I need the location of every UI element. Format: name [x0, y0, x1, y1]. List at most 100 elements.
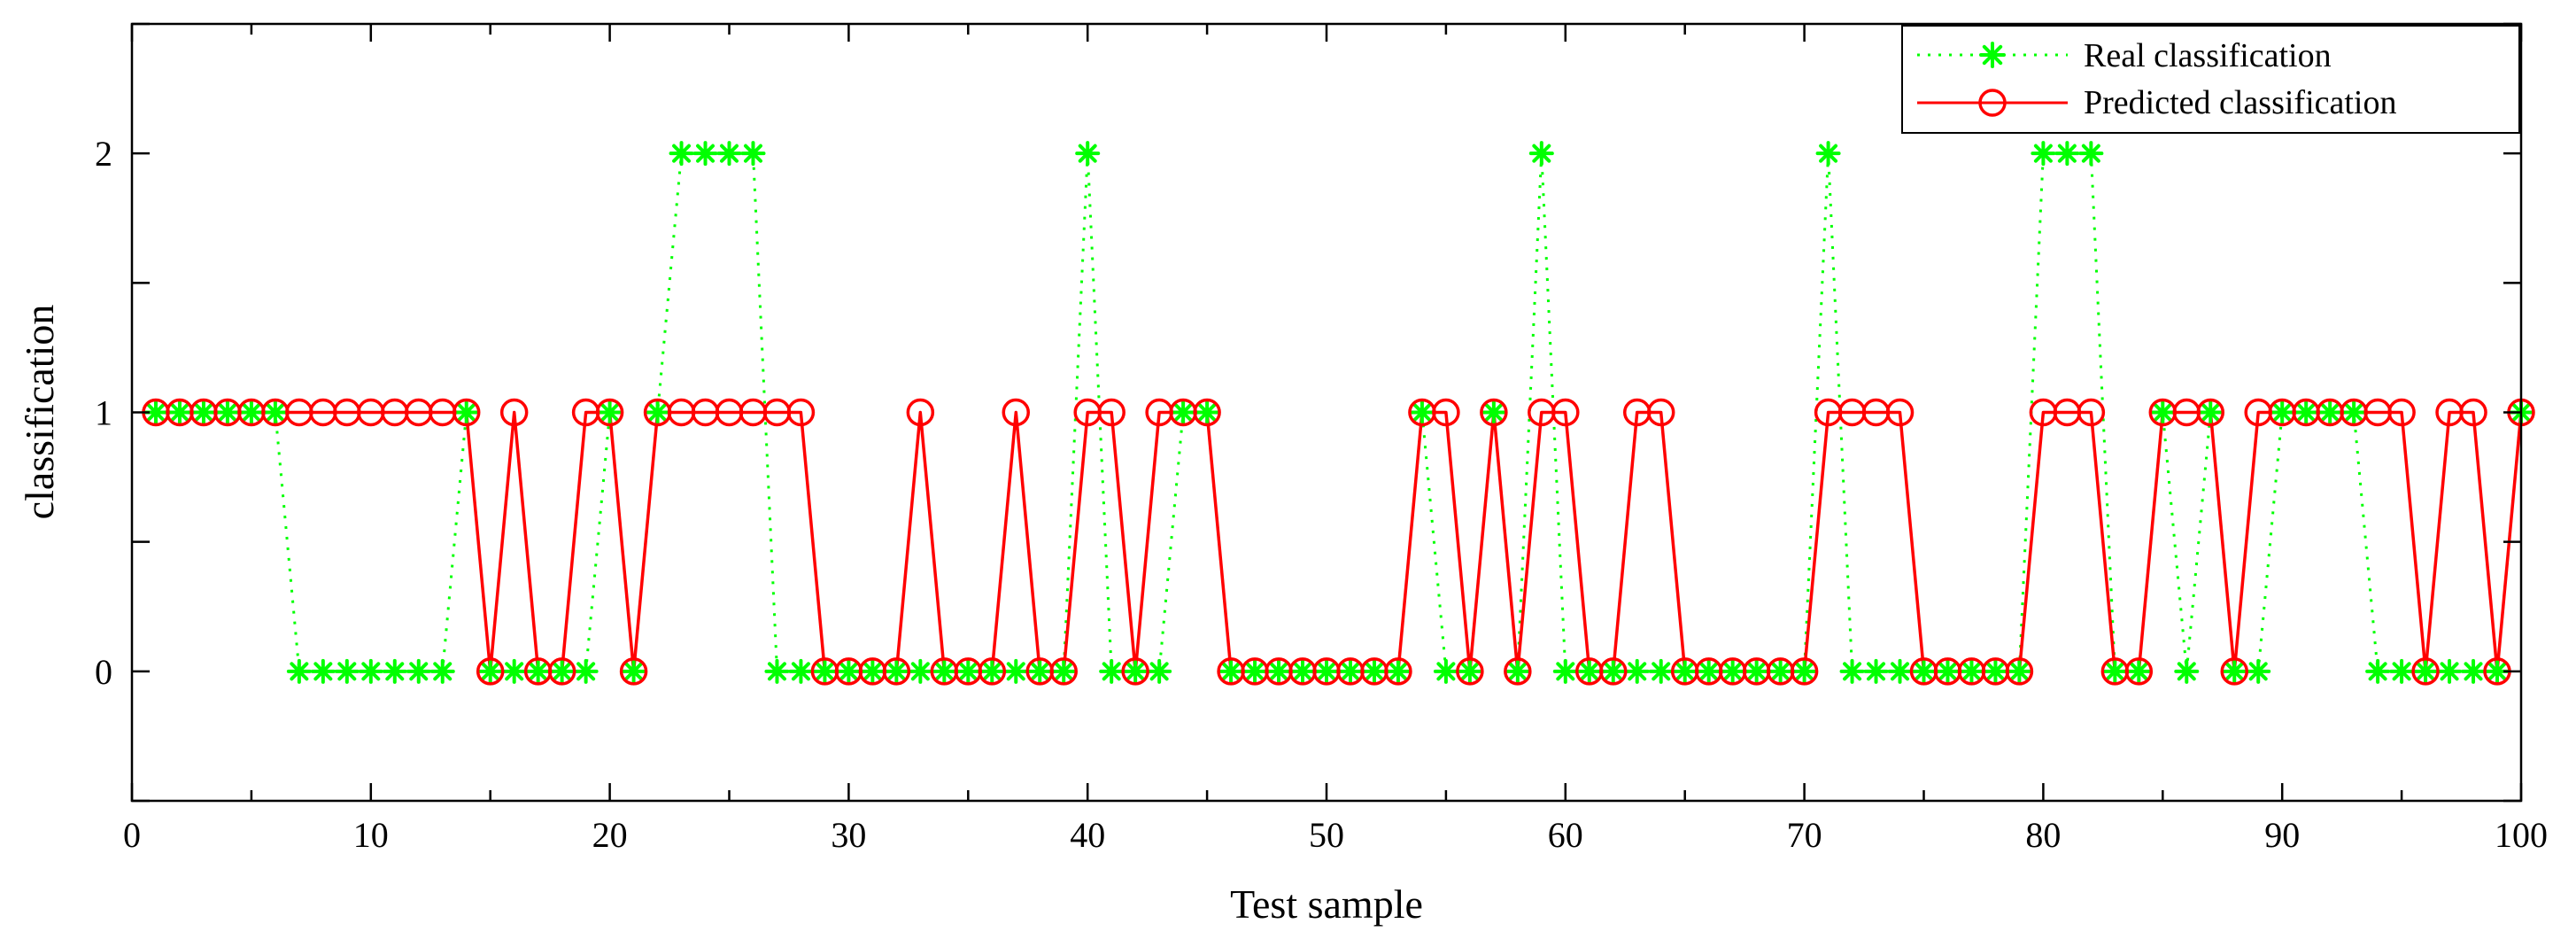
x-tick-label: 60 [1548, 815, 1583, 855]
predicted-point [1790, 657, 1819, 686]
predicted-point [1097, 398, 1126, 427]
real-point [1744, 658, 1769, 684]
real-point [1576, 658, 1602, 684]
predicted-point [1049, 657, 1078, 686]
real-point [549, 658, 575, 684]
predicted-point [547, 657, 576, 686]
real-point [573, 658, 599, 684]
real-point [1768, 658, 1793, 684]
real-point [716, 141, 742, 167]
real-point [310, 658, 336, 684]
real-point [2341, 400, 2367, 425]
real-point [597, 400, 623, 425]
predicted-point [1193, 398, 1221, 427]
x-tick-label: 80 [2025, 815, 2061, 855]
predicted-point [476, 657, 505, 686]
plot-markers [142, 141, 2535, 686]
predicted-point [2459, 398, 2487, 427]
x-axis-title: Test sample [1230, 881, 1423, 927]
predicted-point [1885, 398, 1915, 427]
real-point [1385, 658, 1411, 684]
predicted-point [452, 398, 481, 427]
real-point [406, 658, 431, 684]
real-point [1123, 658, 1149, 684]
real-point [1051, 658, 1077, 684]
real-point [2437, 658, 2463, 684]
real-point [2174, 658, 2200, 684]
real-point [1863, 658, 1889, 684]
x-tick-label: 70 [1787, 815, 1822, 855]
predicted-point [2387, 398, 2416, 427]
predicted-point [1002, 398, 1031, 427]
real-point [1696, 658, 1721, 684]
predicted-point [2005, 657, 2034, 686]
real-point [1935, 658, 1961, 684]
predicted-point [1599, 657, 1628, 686]
real-point [1887, 658, 1913, 684]
real-point [2078, 141, 2104, 167]
predicted-point [906, 398, 935, 427]
real-point [1505, 658, 1530, 684]
real-point [214, 400, 240, 425]
real-point [1409, 400, 1435, 425]
predicted-point [499, 398, 529, 427]
legend-real-marker [1979, 42, 2006, 68]
real-point [1147, 658, 1172, 684]
legend-box [1901, 25, 2520, 134]
predicted-point [2124, 657, 2154, 686]
real-point [2246, 658, 2271, 684]
real-point [1457, 658, 1482, 684]
real-point [2222, 658, 2247, 684]
real-point [1027, 658, 1053, 684]
real-point [1672, 658, 1698, 684]
real-point [1337, 658, 1363, 684]
real-point [1911, 658, 1937, 684]
predicted-point [1456, 657, 1484, 686]
real-point [1815, 141, 1841, 167]
predicted-point [1384, 657, 1412, 686]
real-point [2270, 400, 2295, 425]
real-point [2461, 658, 2487, 684]
real-point [621, 658, 646, 684]
predicted-point [1504, 657, 1532, 686]
real-point [1624, 658, 1650, 684]
real-point [1075, 141, 1101, 167]
real-point [2007, 658, 2032, 684]
real-point [1720, 658, 1745, 684]
real-point [836, 658, 862, 684]
real-point [1099, 658, 1125, 684]
predicted-point [1551, 398, 1580, 427]
real-point [1290, 658, 1316, 684]
x-tick-label: 40 [1070, 815, 1105, 855]
predicted-point [786, 398, 816, 427]
real-point [1003, 658, 1029, 684]
real-point [764, 658, 790, 684]
real-point [1552, 658, 1578, 684]
real-point [669, 141, 694, 167]
real-point [358, 658, 383, 684]
real-point [884, 658, 909, 684]
y-tick-label: 1 [95, 393, 112, 433]
y-tick-label: 2 [95, 134, 112, 174]
y-tick-label: 0 [95, 652, 112, 692]
real-point [1648, 658, 1674, 684]
real-point [1839, 658, 1865, 684]
y-axis-title: classification [17, 305, 62, 520]
real-point [1959, 658, 1984, 684]
real-point [2389, 658, 2415, 684]
legend-asterisk-icon [1979, 42, 2006, 68]
real-point [453, 400, 479, 425]
real-point [2365, 658, 2391, 684]
real-point [812, 658, 838, 684]
real-point [477, 658, 503, 684]
predicted-point [2411, 657, 2440, 686]
real-point [692, 141, 718, 167]
real-point [1528, 141, 1554, 167]
real-point [932, 658, 957, 684]
real-point [908, 658, 933, 684]
real-point [2150, 400, 2176, 425]
predicted-point [2196, 398, 2225, 427]
real-point [860, 658, 886, 684]
real-point [166, 400, 192, 425]
